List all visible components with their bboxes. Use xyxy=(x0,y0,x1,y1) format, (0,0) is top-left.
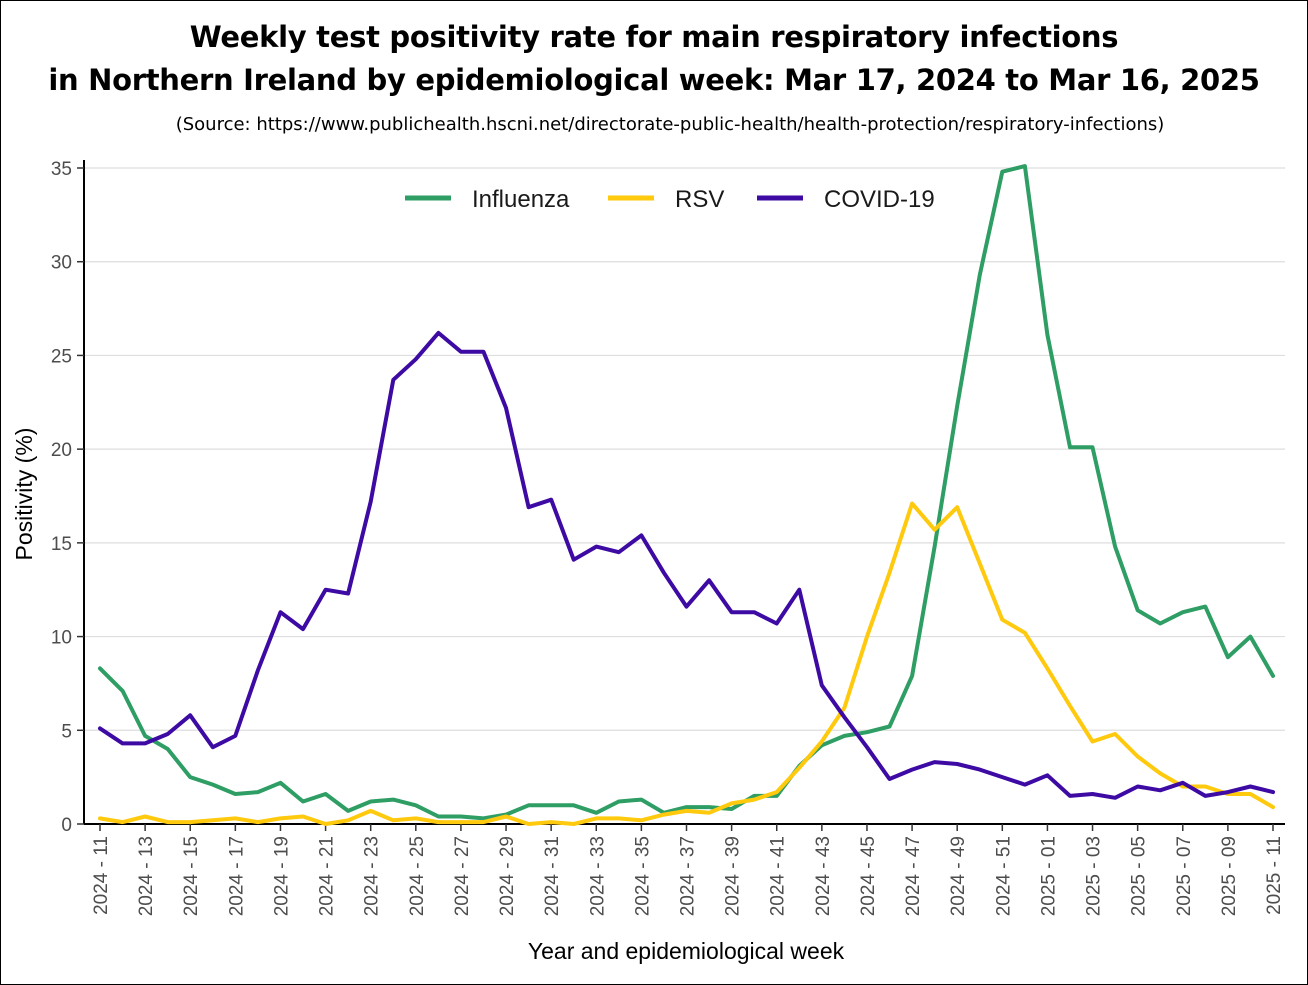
x-tick-label: 2025 - 03 xyxy=(1084,836,1105,916)
x-tick-label: 2024 - 35 xyxy=(632,836,653,916)
x-tick-label: 2024 - 49 xyxy=(948,836,969,916)
x-tick-label: 2024 - 21 xyxy=(317,836,338,916)
x-tick-label: 2024 - 39 xyxy=(723,836,744,916)
x-tick-label: 2024 - 15 xyxy=(181,836,202,916)
series-lines xyxy=(98,164,1275,826)
source-note: (Source: https://www.publichealth.hscni.… xyxy=(175,114,1165,135)
x-tick-label: 2024 - 17 xyxy=(226,836,247,916)
y-tick-label: 15 xyxy=(51,534,72,555)
x-tick-label: 2024 - 33 xyxy=(587,836,608,916)
y-axis-title: Positivity (%) xyxy=(11,428,37,561)
series-line-rsv xyxy=(98,501,1275,826)
x-tick-label: 2025 - 09 xyxy=(1219,836,1240,916)
x-tick-label: 2024 - 29 xyxy=(497,836,518,916)
y-tick-label: 30 xyxy=(51,253,72,274)
legend-label: Influenza xyxy=(472,186,570,213)
x-tick-label: 2025 - 05 xyxy=(1129,836,1150,916)
x-tick-label: 2024 - 41 xyxy=(768,836,789,916)
y-tick-label: 0 xyxy=(61,815,72,836)
x-axis-ticks: 2024 - 11 2024 - 13 2024 - 15 2024 - 17 2024… xyxy=(91,824,1285,916)
x-tick-label: 2025 - 07 xyxy=(1174,836,1195,916)
x-tick-label: 2024 - 27 xyxy=(452,836,473,916)
x-tick-label: 2024 - 11 xyxy=(91,836,112,915)
y-tick-label: 25 xyxy=(51,346,72,367)
x-tick-label: 2024 - 19 xyxy=(271,836,292,916)
y-axis-ticks: 0 5 10 15 20 25 30 35 xyxy=(51,159,84,836)
chart-title-line-1: Weekly test positivity rate for main res… xyxy=(189,20,1119,54)
x-tick-label: 2025 - 11 xyxy=(1264,836,1285,915)
x-tick-label: 2024 - 31 xyxy=(542,836,563,916)
x-tick-label: 2024 - 51 xyxy=(993,836,1014,916)
x-tick-label: 2024 - 37 xyxy=(678,836,699,916)
legend-label: COVID-19 xyxy=(824,186,935,213)
axes xyxy=(83,160,1285,825)
series-line-influenza xyxy=(98,164,1275,821)
x-tick-label: 2024 - 43 xyxy=(813,836,834,916)
y-tick-label: 10 xyxy=(51,628,72,649)
chart-title-line-2: in Northern Ireland by epidemiological w… xyxy=(48,63,1260,97)
x-tick-label: 2024 - 13 xyxy=(136,836,157,916)
x-tick-label: 2024 - 25 xyxy=(407,836,428,916)
legend-label: RSV xyxy=(675,186,724,213)
x-axis-title: Year and epidemiological week xyxy=(528,938,845,964)
y-tick-label: 35 xyxy=(51,159,72,180)
x-tick-label: 2024 - 45 xyxy=(858,836,879,916)
y-tick-label: 5 xyxy=(61,721,72,742)
x-tick-label: 2024 - 47 xyxy=(903,836,924,916)
series-line-covid-19 xyxy=(98,330,1275,800)
y-tick-label: 20 xyxy=(51,440,72,461)
x-tick-label: 2025 - 01 xyxy=(1038,836,1059,916)
legend: Influenza RSV COVID-19 xyxy=(405,186,935,213)
x-tick-label: 2024 - 23 xyxy=(362,836,383,916)
